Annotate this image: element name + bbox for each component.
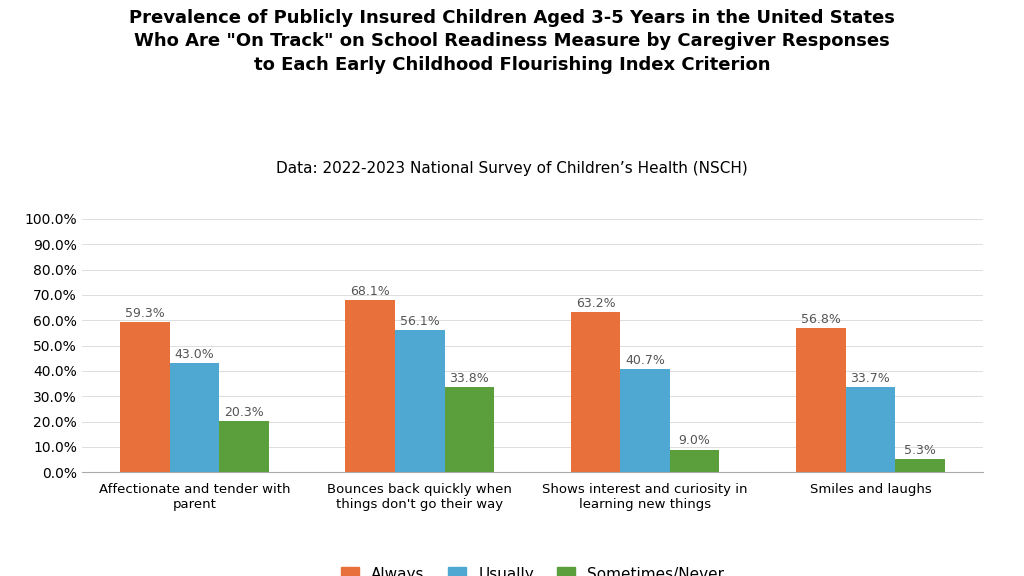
Bar [219, 421, 269, 472]
Text: 43.0%: 43.0% [175, 348, 214, 361]
Bar [895, 459, 945, 472]
Text: 63.2%: 63.2% [575, 297, 615, 310]
Text: Data: 2022-2023 National Survey of Children’s Health (NSCH): Data: 2022-2023 National Survey of Child… [276, 161, 748, 176]
Text: 56.8%: 56.8% [801, 313, 841, 327]
Bar [395, 330, 444, 472]
Bar [345, 300, 395, 472]
Bar [796, 328, 846, 472]
Bar [120, 322, 170, 472]
Text: 33.7%: 33.7% [851, 372, 890, 385]
Text: 5.3%: 5.3% [904, 444, 936, 457]
Text: Prevalence of Publicly Insured Children Aged 3-5 Years in the United States
Who : Prevalence of Publicly Insured Children … [129, 9, 895, 74]
Text: 33.8%: 33.8% [450, 372, 489, 385]
Legend: Always, Usually, Sometimes/Never: Always, Usually, Sometimes/Never [335, 561, 730, 576]
Bar [670, 449, 720, 472]
Bar [621, 369, 670, 472]
Text: 59.3%: 59.3% [125, 307, 165, 320]
Text: 20.3%: 20.3% [224, 406, 264, 419]
Bar [444, 386, 495, 472]
Bar [846, 387, 895, 472]
Bar [170, 363, 219, 472]
Text: 68.1%: 68.1% [350, 285, 390, 298]
Text: 40.7%: 40.7% [626, 354, 665, 367]
Text: 9.0%: 9.0% [679, 434, 711, 448]
Bar [570, 312, 621, 472]
Text: 56.1%: 56.1% [400, 315, 439, 328]
